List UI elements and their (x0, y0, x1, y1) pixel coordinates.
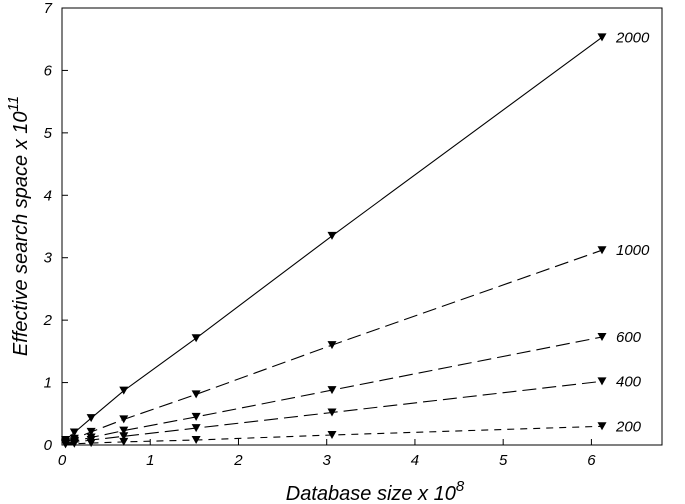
x-tick-label: 3 (323, 452, 332, 469)
data-point (327, 386, 337, 395)
data-point (86, 427, 96, 436)
y-tick-label: 3 (44, 250, 53, 267)
y-tick-label: 5 (44, 125, 53, 142)
data-point (86, 439, 96, 448)
y-tick-label: 0 (44, 437, 53, 454)
data-point (69, 428, 79, 437)
series-label: 1000 (616, 242, 650, 259)
data-point (327, 341, 337, 350)
data-point (327, 408, 337, 417)
y-axis-label: Effective search space x 1011 (5, 96, 32, 356)
data-point (597, 377, 607, 386)
data-point (191, 334, 201, 343)
y-axis: 0 1 2 3 4 5 6 7 (43, 0, 68, 454)
x-axis-label: Database size x 108 (286, 478, 465, 504)
y-tick-label: 2 (43, 312, 53, 329)
series-label: 600 (616, 329, 642, 346)
series-1000 (61, 246, 607, 446)
x-axis-label-exponent: 8 (456, 478, 465, 495)
data-point (119, 415, 129, 424)
data-point (119, 386, 129, 395)
data-point (191, 424, 201, 433)
data-point (597, 246, 607, 255)
series-labels: 2000 1000 600 400 200 (615, 29, 650, 435)
y-tick-label: 4 (44, 187, 52, 204)
y-tick-label: 7 (44, 0, 53, 17)
data-point (86, 414, 96, 423)
data-point (191, 436, 201, 445)
series-line (65, 36, 603, 441)
series-2000 (61, 33, 607, 445)
plot-frame (61, 7, 663, 446)
x-tick-label: 6 (587, 452, 596, 469)
data-point (69, 439, 79, 448)
x-tick-label: 2 (233, 452, 243, 469)
series-label: 200 (615, 418, 642, 435)
x-axis-label-text: Database size x 10 (286, 483, 456, 504)
data-point (119, 432, 129, 441)
x-axis: 0 1 2 3 4 5 6 (58, 439, 596, 469)
y-axis-label-text: Effective search space x 10 (10, 112, 32, 357)
data-point (119, 437, 129, 446)
series-label: 400 (616, 373, 642, 390)
series-layer (61, 33, 607, 449)
x-tick-label: 0 (58, 452, 67, 469)
data-point (327, 431, 337, 440)
series-label: 2000 (615, 29, 650, 46)
data-point (597, 422, 607, 431)
data-point (119, 426, 129, 435)
x-tick-label: 4 (411, 452, 419, 469)
y-tick-label: 1 (44, 375, 52, 392)
data-point (61, 440, 71, 449)
y-tick-label: 6 (44, 62, 53, 79)
x-tick-label: 5 (499, 452, 508, 469)
series-200 (61, 422, 607, 449)
data-point (327, 231, 337, 240)
data-point (191, 390, 201, 399)
x-tick-label: 1 (146, 452, 154, 469)
data-point (597, 33, 607, 42)
data-point (191, 412, 201, 421)
y-axis-label-exponent: 11 (5, 96, 22, 112)
data-point (597, 332, 607, 341)
